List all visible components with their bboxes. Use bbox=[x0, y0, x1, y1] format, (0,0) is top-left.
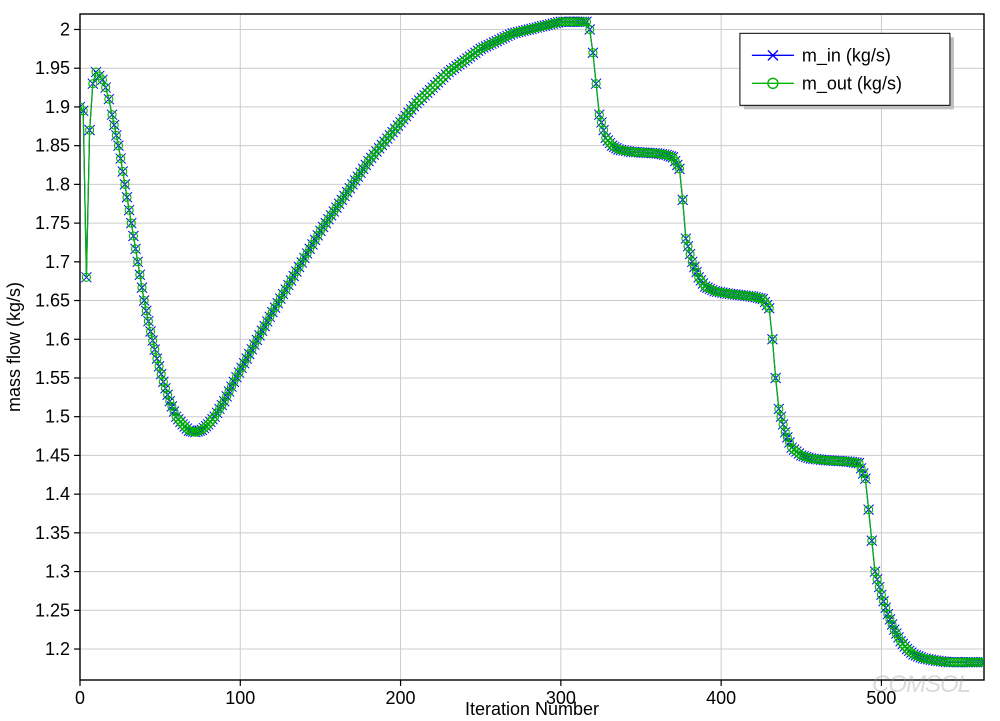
svg-text:400: 400 bbox=[706, 688, 736, 708]
svg-text:mass flow (kg/s): mass flow (kg/s) bbox=[4, 282, 24, 412]
svg-text:1.7: 1.7 bbox=[45, 252, 70, 272]
svg-text:2: 2 bbox=[60, 19, 70, 39]
chart-container: 01002003004005001.21.251.31.351.41.451.5… bbox=[0, 0, 1000, 721]
svg-text:1.4: 1.4 bbox=[45, 484, 70, 504]
svg-text:1.5: 1.5 bbox=[45, 407, 70, 427]
svg-text:1.25: 1.25 bbox=[35, 600, 70, 620]
svg-text:1.45: 1.45 bbox=[35, 445, 70, 465]
svg-text:Iteration Number: Iteration Number bbox=[465, 699, 599, 719]
svg-text:1.9: 1.9 bbox=[45, 97, 70, 117]
svg-text:1.55: 1.55 bbox=[35, 368, 70, 388]
svg-text:1.35: 1.35 bbox=[35, 523, 70, 543]
mass-flow-chart: 01002003004005001.21.251.31.351.41.451.5… bbox=[0, 0, 1000, 721]
svg-text:100: 100 bbox=[225, 688, 255, 708]
svg-text:1.3: 1.3 bbox=[45, 562, 70, 582]
svg-text:1.95: 1.95 bbox=[35, 58, 70, 78]
svg-text:1.75: 1.75 bbox=[35, 213, 70, 233]
svg-text:500: 500 bbox=[866, 688, 896, 708]
svg-text:m_out (kg/s): m_out (kg/s) bbox=[802, 73, 902, 94]
svg-text:1.85: 1.85 bbox=[35, 136, 70, 156]
svg-text:200: 200 bbox=[386, 688, 416, 708]
svg-text:1.6: 1.6 bbox=[45, 329, 70, 349]
svg-text:0: 0 bbox=[75, 688, 85, 708]
svg-text:1.2: 1.2 bbox=[45, 639, 70, 659]
svg-text:1.65: 1.65 bbox=[35, 291, 70, 311]
svg-text:1.8: 1.8 bbox=[45, 174, 70, 194]
svg-text:m_in (kg/s): m_in (kg/s) bbox=[802, 45, 891, 66]
